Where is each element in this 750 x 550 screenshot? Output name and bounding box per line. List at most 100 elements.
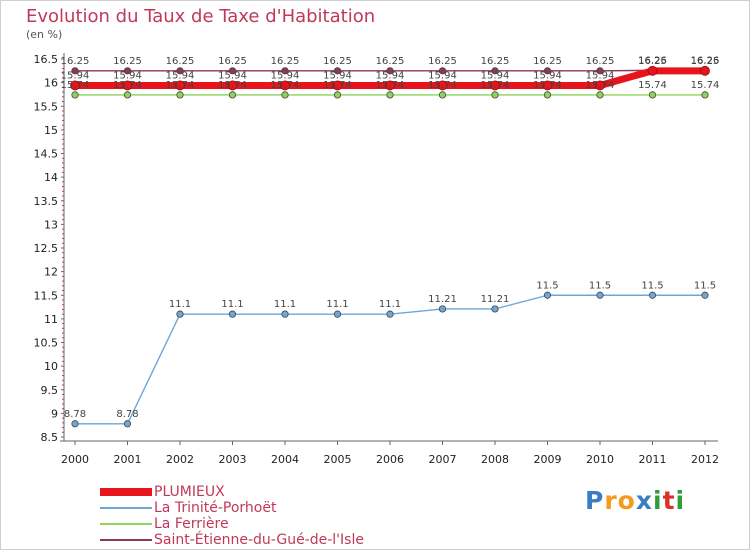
y-tick-label: 15.5 <box>34 100 59 113</box>
data-label: 11.1 <box>379 299 401 310</box>
data-point <box>123 91 132 99</box>
y-tick-label: 14.5 <box>34 148 59 161</box>
data-point <box>701 91 709 99</box>
data-point <box>228 310 237 318</box>
y-tick-label: 16 <box>44 77 58 90</box>
data-label: 15.74 <box>218 80 247 91</box>
data-point <box>543 291 552 299</box>
data-label: 11.5 <box>589 280 611 291</box>
data-point <box>123 420 132 428</box>
data-label: 11.1 <box>169 299 191 310</box>
data-point <box>281 67 289 75</box>
data-label: 16.25 <box>586 56 615 67</box>
data-point <box>228 91 237 99</box>
data-label: 11.1 <box>274 299 296 310</box>
data-label: 15.94 <box>61 70 90 81</box>
y-tick-label: 10.5 <box>34 337 59 350</box>
data-label: 16.25 <box>61 56 90 67</box>
legend-label: La Trinité-Porhoët <box>154 499 277 516</box>
data-label: 15.74 <box>61 80 90 91</box>
x-tick-label: 2012 <box>691 453 719 466</box>
data-point <box>176 310 184 318</box>
data-label: 15.74 <box>691 80 720 91</box>
data-point <box>386 310 394 318</box>
logo-letter: r <box>604 486 618 515</box>
logo-letter: i <box>675 486 686 515</box>
data-point <box>333 310 342 318</box>
data-label: 11.5 <box>641 280 663 291</box>
y-tick-label: 14 <box>44 171 58 184</box>
legend-item: PLUMIEUX <box>100 484 364 500</box>
data-point <box>70 80 80 91</box>
x-tick-label: 2007 <box>429 453 457 466</box>
data-label: 15.74 <box>113 80 142 91</box>
y-tick-label: 9.5 <box>41 384 59 397</box>
data-label: 15.74 <box>271 80 300 91</box>
data-point <box>385 80 395 91</box>
logo-letter: i <box>653 486 663 515</box>
data-point <box>647 65 658 76</box>
data-point <box>386 67 394 75</box>
data-label: 11.5 <box>536 280 558 291</box>
x-tick-label: 2002 <box>166 453 194 466</box>
data-point <box>176 67 184 75</box>
data-label: 15.94 <box>533 70 562 81</box>
x-tick-label: 2001 <box>114 453 142 466</box>
data-label: 8.78 <box>116 409 138 420</box>
data-point <box>542 80 553 91</box>
data-point <box>543 91 552 99</box>
legend-swatch <box>100 507 152 509</box>
data-point <box>491 67 499 75</box>
data-label: 15.94 <box>218 70 247 81</box>
data-label: 15.94 <box>271 70 300 81</box>
data-point <box>71 67 79 75</box>
data-label: 15.74 <box>428 80 457 91</box>
chart-unit-label: (en %) <box>26 28 63 41</box>
x-tick-label: 2011 <box>639 453 667 466</box>
data-label: 15.94 <box>428 70 457 81</box>
logo-letter: o <box>617 486 636 515</box>
data-point <box>596 67 604 75</box>
legend-item: La Ferrière <box>100 516 364 532</box>
data-label: 15.74 <box>586 80 615 91</box>
data-label: 8.78 <box>64 409 86 420</box>
y-tick-label: 10 <box>44 360 58 373</box>
data-label: 16.25 <box>271 56 300 67</box>
proxiti-logo: Proxiti <box>585 486 685 515</box>
chart-legend: PLUMIEUX La Trinité-Porhoët La Ferrière Sai… <box>100 484 364 548</box>
data-label: 15.74 <box>166 80 195 91</box>
data-point <box>491 305 499 313</box>
y-tick-label: 9 <box>51 407 58 420</box>
data-point <box>123 67 132 75</box>
data-point <box>595 80 605 91</box>
data-point <box>490 80 500 91</box>
data-label: 15.94 <box>323 70 352 81</box>
data-point <box>332 80 343 91</box>
data-label: 11.1 <box>221 299 243 310</box>
data-point <box>280 80 290 91</box>
data-label: 15.94 <box>113 70 142 81</box>
data-point <box>228 67 237 75</box>
legend-swatch <box>100 539 152 541</box>
data-label: 16.25 <box>113 56 142 67</box>
data-point <box>596 291 604 299</box>
data-point <box>227 80 238 91</box>
data-point <box>281 91 289 99</box>
x-tick-label: 2003 <box>219 453 247 466</box>
x-tick-label: 2010 <box>586 453 614 466</box>
x-tick-label: 2008 <box>481 453 509 466</box>
y-tick-label: 15 <box>44 124 58 137</box>
data-point <box>386 91 394 99</box>
data-label: 16.25 <box>218 56 247 67</box>
data-point <box>491 91 499 99</box>
data-point <box>71 420 79 428</box>
y-tick-label: 13 <box>44 218 58 231</box>
x-tick-label: 2006 <box>376 453 404 466</box>
data-label: 16.25 <box>691 56 720 67</box>
data-point <box>281 310 289 318</box>
data-label: 15.74 <box>323 80 352 91</box>
data-point <box>438 91 447 99</box>
y-tick-label: 16.5 <box>34 53 59 66</box>
data-label: 16.25 <box>428 56 457 67</box>
data-label: 15.74 <box>481 80 510 91</box>
